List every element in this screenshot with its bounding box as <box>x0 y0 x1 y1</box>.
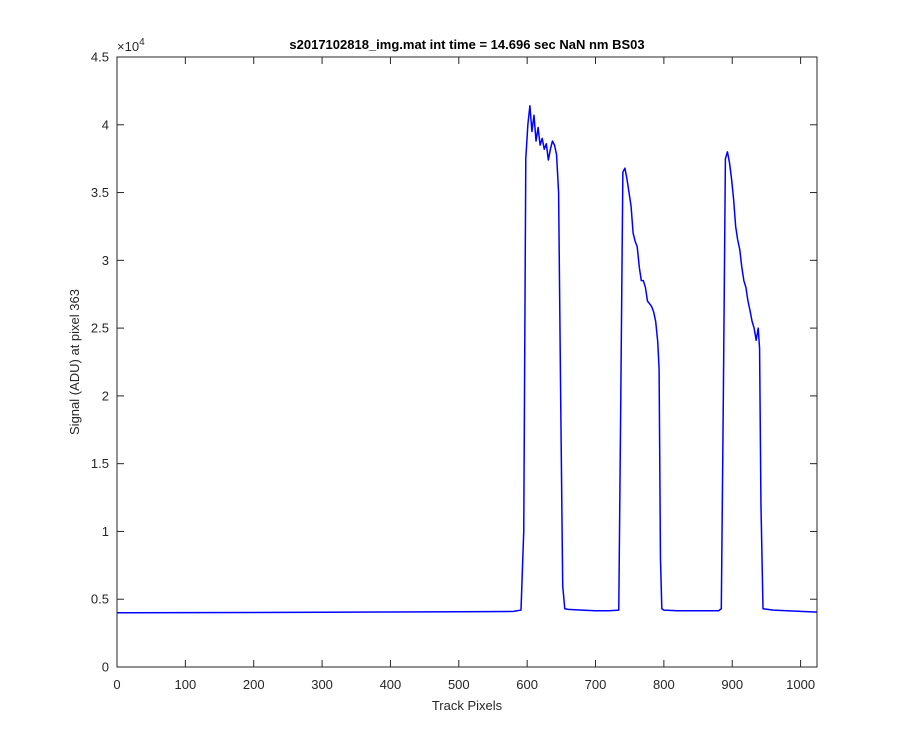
y-axis-exponent: ×104 <box>117 37 145 54</box>
x-tick-label: 200 <box>243 677 265 692</box>
y-tick-label: 1.5 <box>91 456 109 471</box>
plot-area <box>117 57 817 667</box>
y-tick-label: 3.5 <box>91 185 109 200</box>
x-tick-label: 500 <box>448 677 470 692</box>
series-layer <box>116 105 818 614</box>
y-tick-label: 2 <box>102 388 109 403</box>
y-tick-label: 0.5 <box>91 592 109 607</box>
x-tick-label: 0 <box>113 677 120 692</box>
x-tick-label: 600 <box>516 677 538 692</box>
y-axis-exponent-base: ×10 <box>117 39 139 54</box>
x-tick-label: 100 <box>175 677 197 692</box>
y-axis-label: Signal (ADU) at pixel 363 <box>67 289 82 435</box>
y-tick-label: 4.5 <box>91 50 109 65</box>
y-tick-label: 1 <box>102 524 109 539</box>
series-line-0 <box>116 105 818 614</box>
x-tick-label: 300 <box>311 677 333 692</box>
x-tick-label: 900 <box>721 677 743 692</box>
x-tick-label: 700 <box>585 677 607 692</box>
axes-box <box>116 56 818 668</box>
y-tick-label: 2.5 <box>91 321 109 336</box>
axes-layer: 0 100 200 300 400 500 600 700 800 900 1000 0 0.5 1 1.5… <box>91 50 818 692</box>
x-axis-label: Track Pixels <box>432 698 503 713</box>
y-tick-label: 4 <box>102 117 109 132</box>
y-tick-label: 3 <box>102 253 109 268</box>
x-tick-label: 800 <box>653 677 675 692</box>
x-tick-label: 1000 <box>786 677 815 692</box>
y-axis-exponent-power: 4 <box>139 37 145 48</box>
y-tick-label: 0 <box>102 660 109 675</box>
chart-title: s2017102818_img.mat int time = 14.696 se… <box>289 37 644 52</box>
x-tick-label: 400 <box>380 677 402 692</box>
